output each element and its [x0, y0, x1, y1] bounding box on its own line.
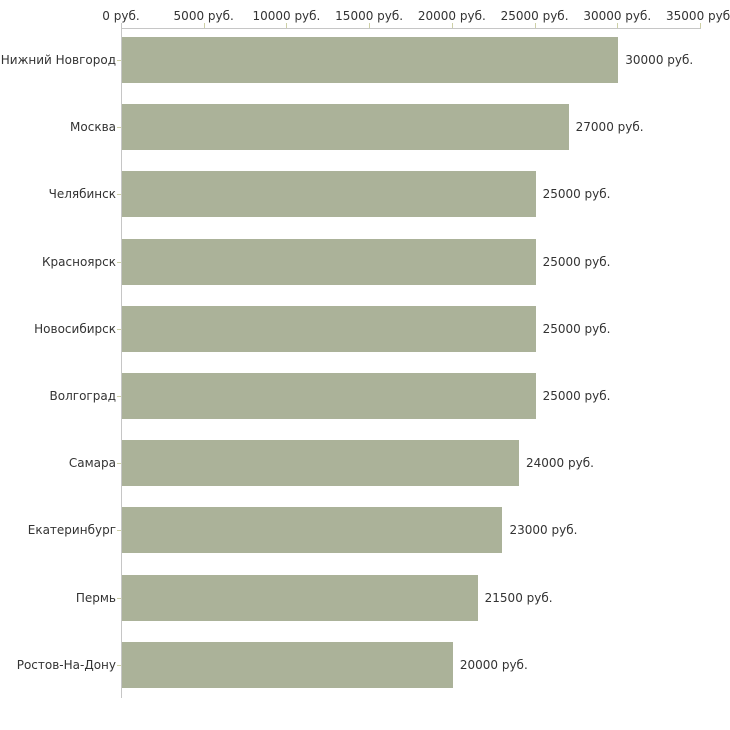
value-label: 27000 руб.: [575, 120, 644, 135]
category-tick-mark: [117, 598, 121, 599]
x-tick-mark: [286, 23, 288, 28]
value-label: 30000 руб.: [625, 53, 694, 67]
x-tick-label: 15000 руб.: [335, 9, 404, 23]
bar: [122, 238, 536, 285]
bar: [122, 507, 503, 554]
bar: [122, 641, 453, 688]
bar: [122, 574, 478, 621]
x-tick-label: 10000 руб.: [252, 9, 321, 23]
value-label: 21500 руб.: [484, 590, 553, 605]
y-axis-line: [121, 23, 122, 698]
x-tick-mark: [369, 23, 371, 28]
category-label: Ростов-На-Дону: [16, 657, 116, 672]
x-tick-label: 5000 руб.: [173, 9, 234, 23]
value-label: 25000 руб.: [542, 389, 611, 403]
x-tick-label: 20000 руб.: [417, 9, 486, 23]
bar: [122, 305, 536, 352]
bar: [122, 373, 536, 419]
category-tick-mark: [117, 530, 121, 531]
category-tick-mark: [117, 396, 121, 397]
x-tick-mark: [203, 23, 205, 28]
category-tick-mark: [117, 463, 121, 464]
x-tick-label: 30000 руб.: [583, 9, 652, 23]
value-label: 25000 руб.: [542, 321, 611, 336]
value-label: 24000 руб.: [526, 456, 594, 471]
x-tick-mark: [534, 23, 536, 28]
x-tick-label: 35000 руб.: [666, 9, 730, 23]
bar: [122, 440, 520, 487]
value-label: 20000 руб.: [459, 657, 528, 672]
x-tick-mark: [700, 23, 701, 28]
bar: [122, 104, 569, 151]
category-label: Волгоград: [49, 389, 116, 403]
x-tick-mark: [617, 23, 619, 28]
category-label: Москва: [70, 120, 116, 135]
category-label: Челябинск: [48, 187, 116, 202]
x-axis-line: [121, 28, 701, 29]
category-tick-mark: [117, 329, 121, 330]
category-tick-mark: [117, 194, 121, 195]
category-label: Самара: [68, 456, 116, 471]
category-tick-mark: [117, 262, 121, 263]
value-label: 23000 руб.: [509, 523, 578, 538]
bar: [122, 37, 619, 83]
category-label: Екатеринбург: [27, 523, 116, 538]
category-tick-mark: [117, 60, 121, 61]
category-label: Красноярск: [42, 254, 116, 269]
category-label: Пермь: [75, 590, 116, 605]
x-tick-mark: [451, 23, 453, 28]
x-tick-label: 0 руб.: [102, 9, 140, 23]
category-label: Нижний Новгород: [0, 53, 116, 67]
bar: [122, 171, 536, 218]
category-tick-mark: [117, 127, 121, 128]
value-label: 25000 руб.: [542, 187, 611, 202]
category-label: Новосибирск: [34, 321, 116, 336]
x-tick-label: 25000 руб.: [500, 9, 569, 23]
value-label: 25000 руб.: [542, 254, 611, 269]
category-tick-mark: [117, 665, 121, 666]
